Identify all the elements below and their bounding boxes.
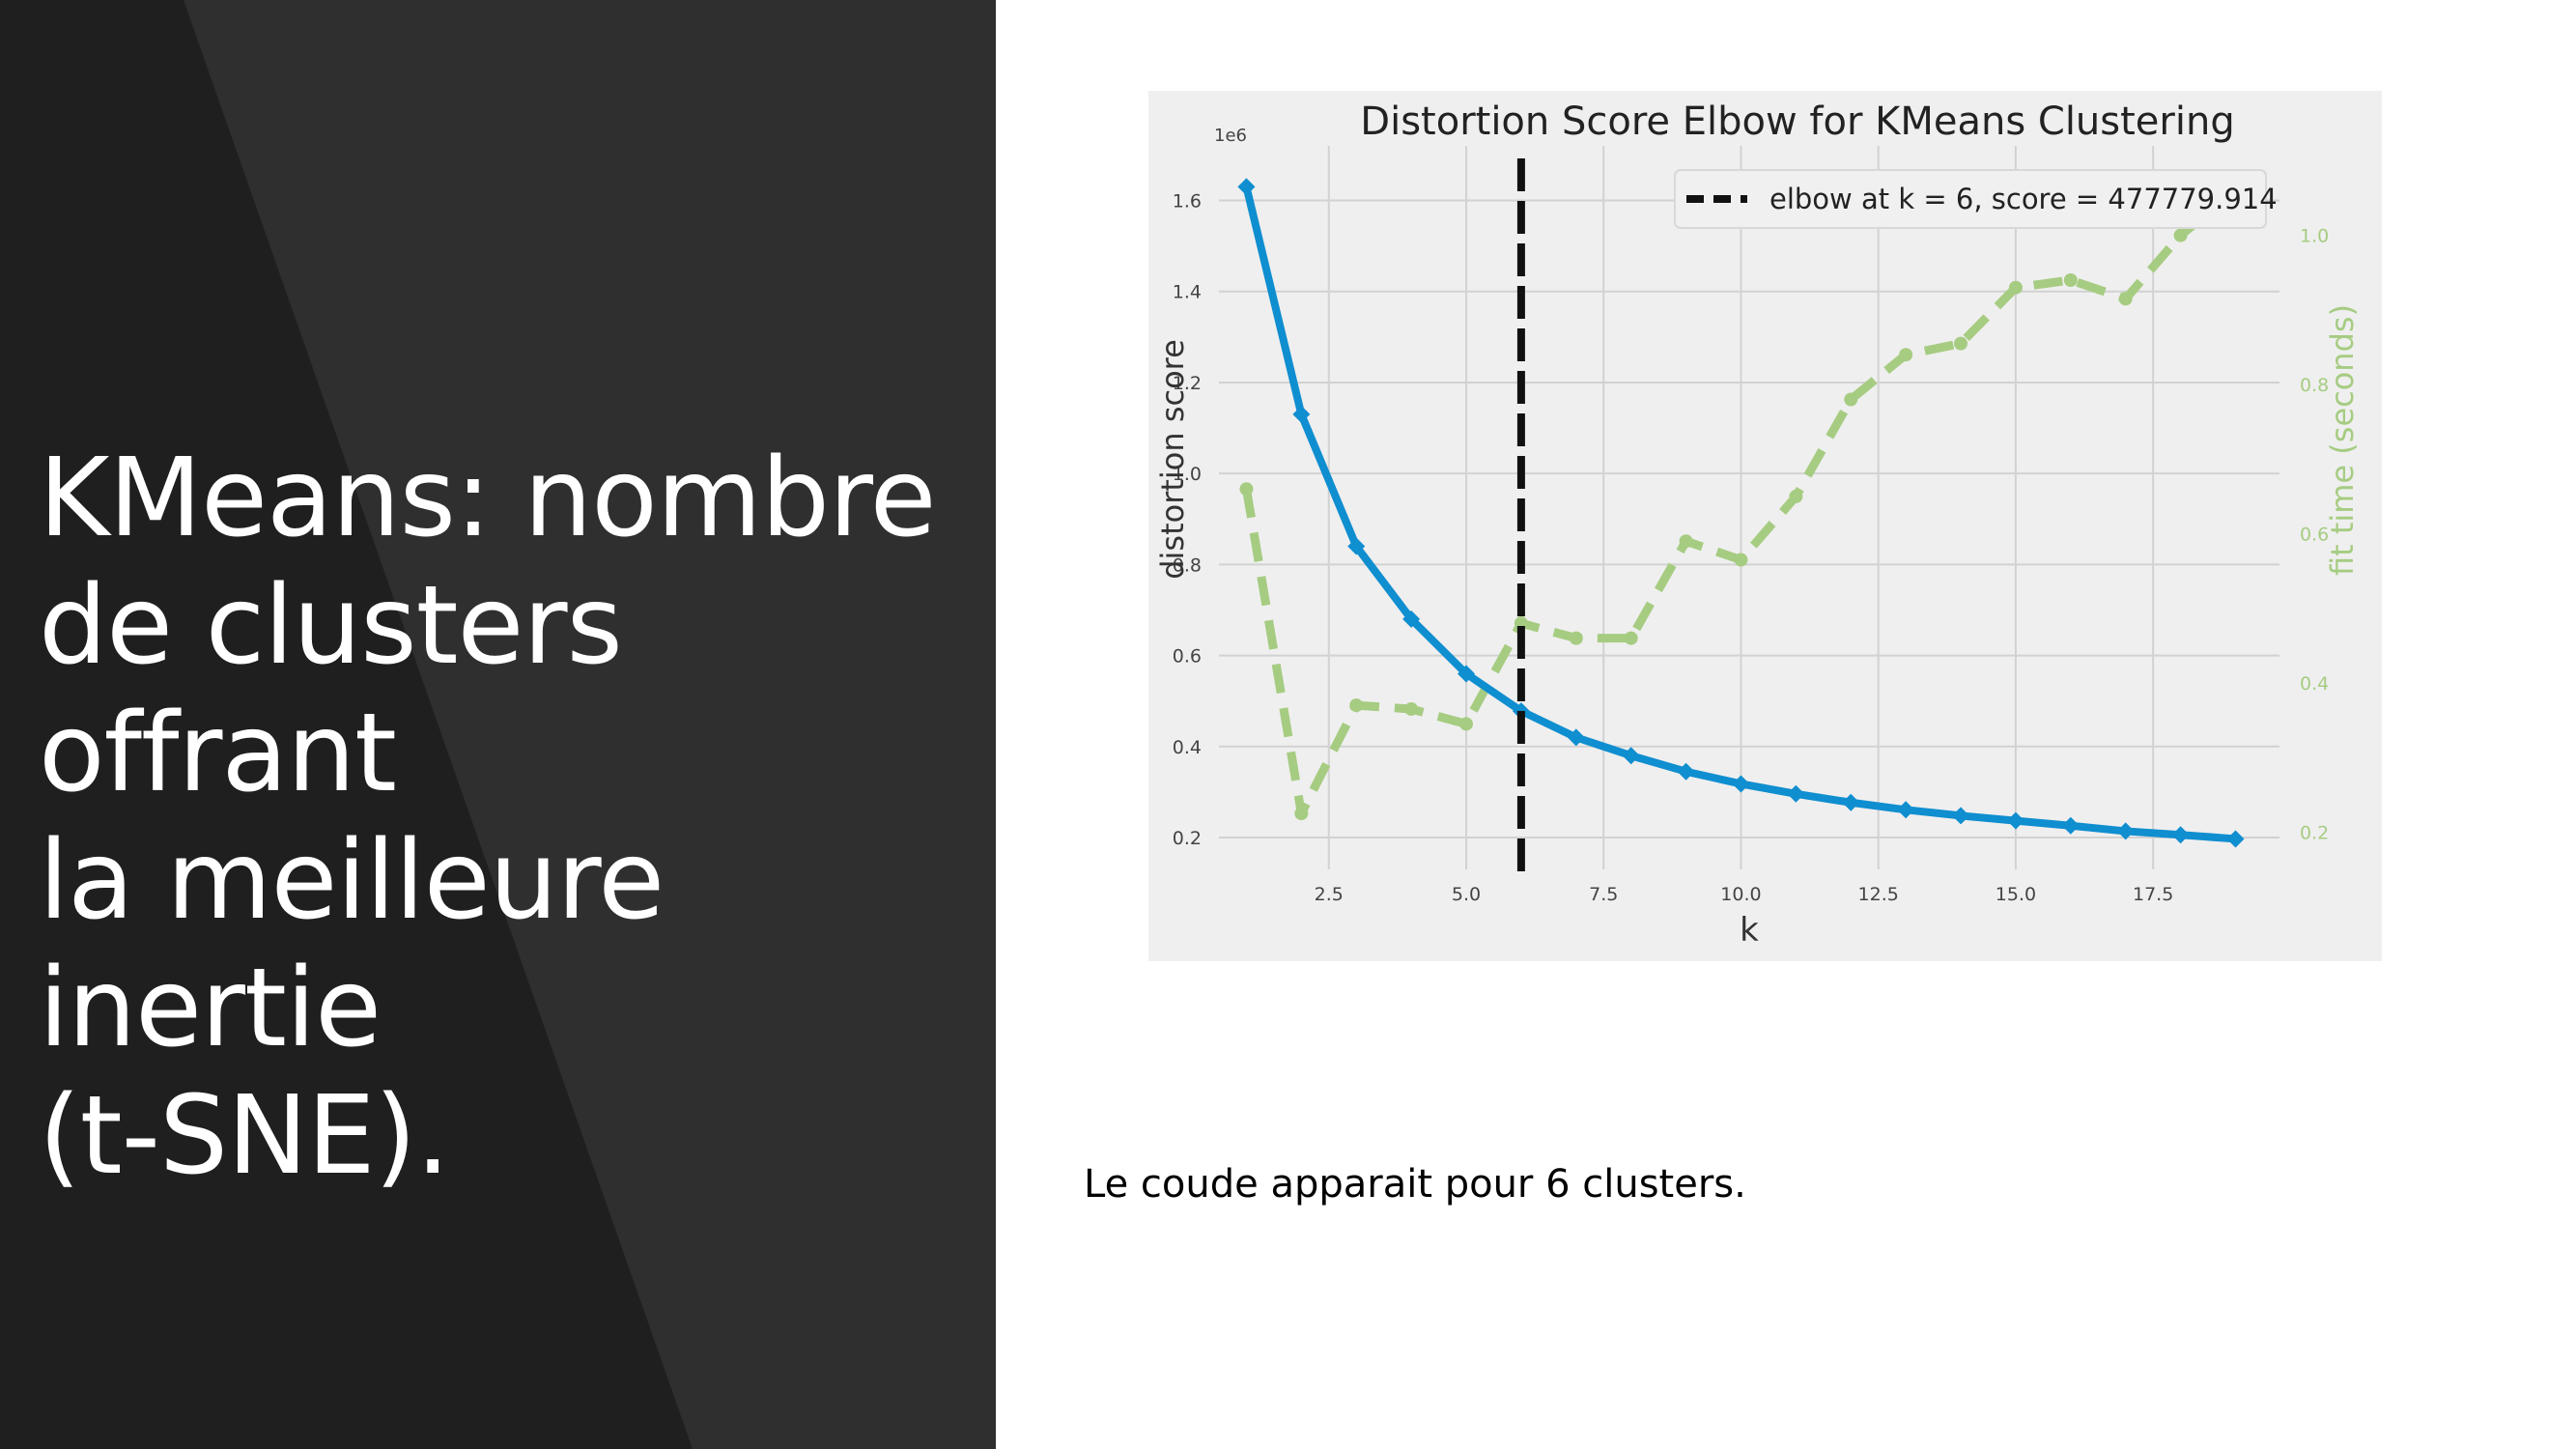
- fit-time-point: [1734, 553, 1748, 567]
- fit-time-point: [1789, 489, 1803, 503]
- distortion-point: [1677, 762, 1695, 781]
- x-tick-label: 7.5: [1589, 884, 1618, 905]
- y2-tick-label: 0.2: [2300, 822, 2329, 843]
- y-tick-label: 1.2: [1173, 373, 1202, 394]
- elbow-chart: Distortion Score Elbow for KMeans Cluste…: [1154, 99, 2361, 950]
- fit-time-point: [2063, 272, 2078, 287]
- panel-background-shape: [0, 0, 996, 1449]
- distortion-point: [1732, 775, 1750, 793]
- fit-time-point: [2173, 228, 2188, 242]
- fit-time-point: [1239, 482, 1254, 497]
- y-multiplier-label: 1e6: [1214, 126, 1247, 146]
- left-panel: KMeans: nombre de clusters offrant la me…: [0, 0, 996, 1449]
- fit-time-point: [2008, 280, 2023, 295]
- distortion-point: [1292, 405, 1311, 423]
- distortion-point: [1897, 801, 1915, 819]
- x-tick-label: 17.5: [2133, 884, 2173, 905]
- chart-figure: Distortion Score Elbow for KMeans Cluste…: [1148, 91, 2382, 961]
- x-axis-label: k: [1740, 911, 1759, 950]
- fit-time-point: [1404, 701, 1419, 716]
- y-tick-label: 0.8: [1173, 554, 1202, 576]
- chart-title: Distortion Score Elbow for KMeans Cluste…: [1360, 99, 2234, 144]
- fit-time-point: [1679, 534, 1693, 549]
- distortion-point: [1347, 537, 1366, 555]
- y2-tick-label: 0.8: [2300, 375, 2329, 396]
- distortion-point: [1402, 610, 1421, 628]
- fit-time-point: [1349, 698, 1364, 713]
- distortion-point: [2171, 826, 2190, 844]
- fit-time-point: [1844, 392, 1858, 407]
- y2-axis-label: fit time (seconds): [2324, 304, 2361, 576]
- distortion-point: [1237, 178, 1256, 196]
- y-tick-label: 0.4: [1173, 737, 1202, 758]
- distortion-point: [1567, 728, 1585, 747]
- fit-time-point: [1954, 336, 1968, 351]
- fit-time-point: [2118, 292, 2133, 306]
- y2-tick-label: 0.6: [2300, 525, 2329, 546]
- x-tick-label: 12.5: [1858, 884, 1899, 905]
- x-tick-label: 2.5: [1315, 884, 1344, 905]
- x-tick-label: 15.0: [1996, 884, 2036, 905]
- distortion-point: [1787, 784, 1805, 803]
- y2-tick-label: 1.0: [2300, 226, 2329, 247]
- distortion-point: [1952, 807, 1970, 825]
- x-tick-label: 10.0: [1720, 884, 1761, 905]
- distortion-point: [2061, 816, 2080, 835]
- fit-time-point: [1899, 348, 1913, 362]
- y-axis-label: distortion score: [1154, 339, 1191, 580]
- distortion-point: [2116, 822, 2135, 840]
- slide-caption: Le coude apparait pour 6 clusters.: [1084, 1162, 1746, 1207]
- fit-time-point: [1459, 717, 1474, 731]
- fit-time-point: [1624, 631, 1638, 645]
- y2-tick-label: 0.4: [2300, 673, 2329, 695]
- slide-title: KMeans: nombre de clusters offrant la me…: [39, 436, 936, 1199]
- distortion-point: [2226, 830, 2245, 848]
- distortion-point: [1458, 665, 1476, 683]
- y-tick-label: 1.0: [1173, 464, 1202, 485]
- fit-time-point: [1294, 807, 1309, 821]
- fit-time-point: [1569, 631, 1583, 645]
- legend-label: elbow at k = 6, score = 477779.914: [1769, 183, 2278, 215]
- legend-box: [1674, 169, 2267, 229]
- x-tick-label: 5.0: [1452, 884, 1481, 905]
- distortion-point: [2006, 811, 2024, 830]
- y-tick-label: 1.6: [1173, 191, 1202, 213]
- y-tick-label: 0.2: [1173, 828, 1202, 849]
- y-tick-label: 0.6: [1173, 646, 1202, 668]
- distortion-point: [1622, 747, 1640, 765]
- y-tick-label: 1.4: [1173, 282, 1202, 303]
- distortion-point: [1842, 793, 1860, 811]
